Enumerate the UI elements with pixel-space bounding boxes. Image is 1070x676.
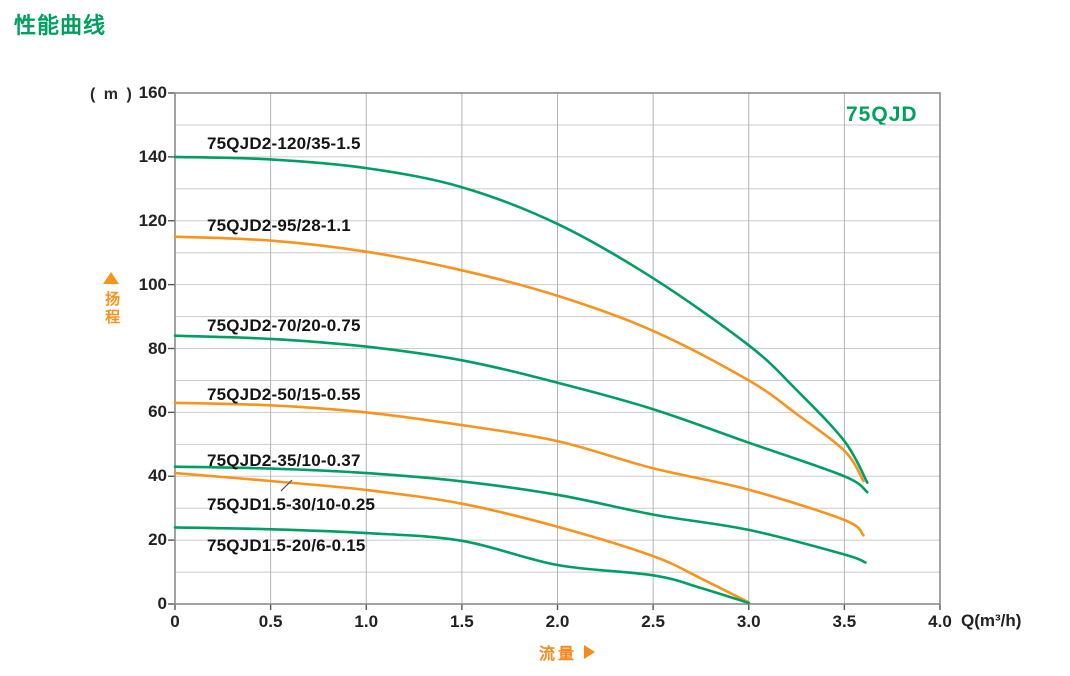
y-tick-label: 140 (138, 146, 167, 166)
pump-curve (173, 401, 865, 537)
y-tick-label: 0 (157, 594, 167, 613)
pump-curve (173, 471, 751, 604)
curve-label: 75QJD1.5-30/10-0.25 (206, 495, 376, 515)
head-axis-up-triangle-icon (103, 272, 119, 284)
x-tick-label: 1.0 (354, 612, 379, 631)
pump-curve (173, 526, 751, 605)
chart-plot-area: 75QJD2-120/35-1.5 75QJD2-95/28-1.1 75QJD2-… (168, 92, 941, 610)
x-axis-title: 流量 (539, 640, 596, 664)
x-tick-label: 3.5 (832, 612, 857, 631)
x-tick-label: 3.0 (736, 612, 761, 631)
y-tick-label: 60 (148, 402, 167, 422)
chart-canvas (168, 92, 941, 610)
flow-axis-right-triangle-icon (584, 645, 596, 659)
y-axis-unit: ( m ) (90, 86, 134, 103)
curve-label: 75QJD2-120/35-1.5 (206, 133, 361, 153)
curve-label: 75QJD2-70/20-0.75 (206, 315, 361, 335)
x-tick-label: 0 (170, 612, 180, 631)
model-series-badge: 75QJD (846, 103, 918, 126)
pump-curve (173, 465, 867, 564)
x-tick-label: 4.0 (928, 612, 952, 631)
curve-label: 75QJD1.5-20/6-0.15 (206, 535, 366, 555)
y-tick-label: 120 (138, 210, 167, 230)
y-tick-label: 80 (148, 338, 167, 358)
x-tick-label: 1.5 (450, 612, 474, 631)
curve-label: 75QJD2-95/28-1.1 (206, 215, 351, 235)
pump-curve (173, 235, 865, 483)
x-tick-label: 2.5 (641, 612, 665, 631)
y-tick-label: 160 (138, 83, 167, 102)
pump-curve (173, 334, 869, 494)
x-axis-unit: Q(m³/h) (961, 611, 1022, 630)
page-title: 性能曲线 (14, 13, 107, 38)
y-axis-title: 扬程 (101, 272, 121, 327)
y-tick-label: 20 (148, 530, 167, 550)
y-axis-title-label: 扬程 (103, 291, 121, 327)
x-tick-label: 0.5 (258, 612, 283, 631)
curve-label: 75QJD2-50/15-0.55 (206, 384, 361, 404)
curve-label: 75QJD2-35/10-0.37 (206, 451, 361, 471)
label-leader-line (280, 479, 293, 492)
y-tick-label: 40 (148, 466, 167, 486)
pump-curve (173, 155, 869, 484)
x-tick-label: 2.0 (545, 612, 570, 631)
plot-border (174, 92, 941, 605)
y-tick-label: 100 (138, 274, 167, 294)
x-axis-title-label: 流量 (539, 646, 578, 663)
